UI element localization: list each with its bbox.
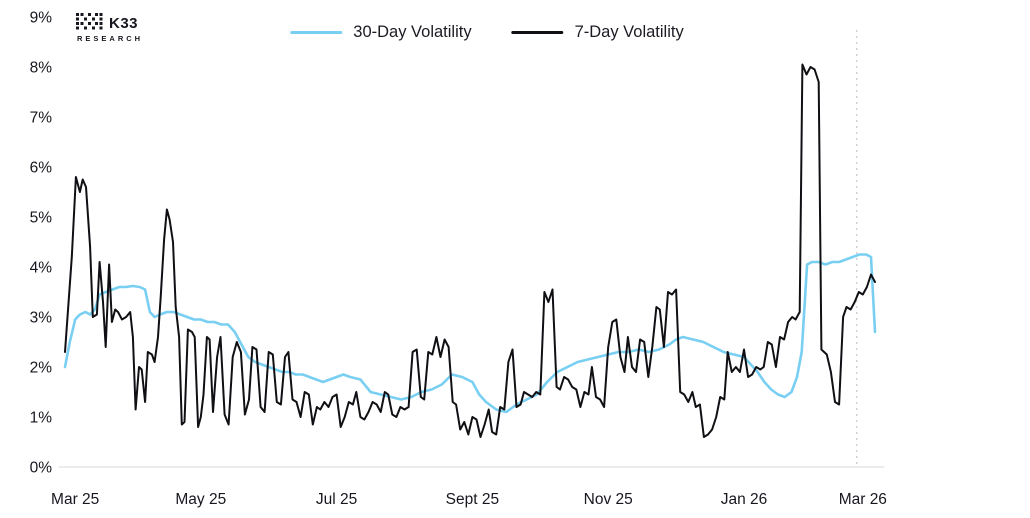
series-line-7-day-volatility	[64, 63, 876, 438]
x-axis-label: Mar 26	[839, 491, 887, 508]
legend-label-7-day: 7-Day Volatility	[574, 23, 684, 41]
x-axis-label: Nov 25	[584, 491, 633, 508]
x-axis-label: Sept 25	[446, 491, 499, 508]
legend-item-30-day: 30-Day Volatility	[290, 23, 472, 42]
k33-logo-icon	[76, 13, 103, 30]
x-axis-label: Mar 25	[51, 491, 99, 508]
x-axis-label: Jan 26	[721, 491, 768, 508]
y-axis-label: 6%	[30, 160, 53, 177]
k33-logo-row: K33	[76, 13, 143, 33]
y-axis-label: 3%	[30, 310, 53, 327]
series-line-30-day-volatility	[63, 253, 877, 414]
y-axis-label: 5%	[30, 210, 53, 227]
brand-subtitle: RESEARCH	[77, 34, 144, 43]
y-axis-label: 8%	[30, 60, 53, 77]
legend-swatch-7-day	[511, 31, 564, 34]
chart-legend: 30-Day Volatility 7-Day Volatility	[290, 23, 684, 42]
k33-logo: K33 RESEARCH	[76, 13, 143, 43]
x-axis-label: Jul 25	[316, 491, 357, 508]
y-axis-label: 1%	[30, 410, 53, 427]
y-axis-label: 2%	[30, 360, 53, 377]
y-axis-label: 7%	[30, 110, 53, 127]
legend-label-30-day: 30-Day Volatility	[353, 23, 472, 41]
brand-name: K33	[109, 14, 139, 32]
x-axis-label: May 25	[175, 491, 226, 508]
y-axis-label: 9%	[30, 10, 53, 27]
legend-swatch-30-day	[290, 31, 343, 34]
y-axis-label: 4%	[30, 260, 53, 277]
y-axis-label: 0%	[30, 460, 53, 477]
legend-item-7-day: 7-Day Volatility	[511, 23, 684, 42]
